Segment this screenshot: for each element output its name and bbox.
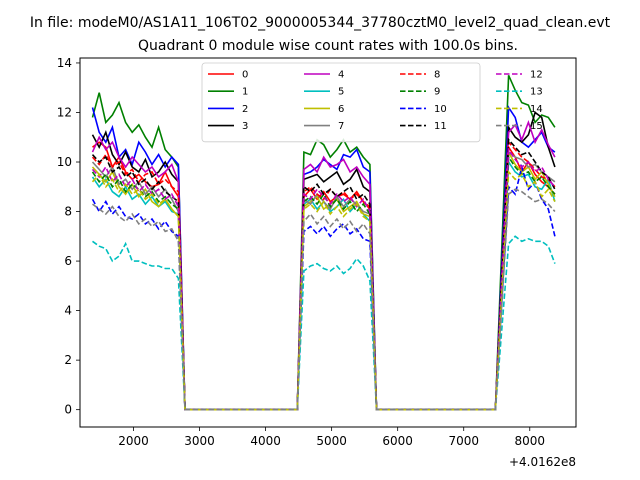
figure-suptitle: In file: modeM0/AS1A11_106T02_9000005344… bbox=[30, 15, 611, 31]
legend-label-14: 14 bbox=[530, 104, 543, 115]
legend-label-3: 3 bbox=[242, 121, 248, 132]
x-tick-label: 4000 bbox=[250, 434, 281, 448]
series-line-14 bbox=[91, 169, 556, 411]
y-tick-label: 2 bbox=[64, 353, 72, 367]
y-tick-label: 12 bbox=[57, 105, 72, 119]
series-line-1 bbox=[91, 74, 556, 411]
y-tick-label: 6 bbox=[64, 254, 72, 268]
legend-label-9: 9 bbox=[434, 87, 440, 98]
x-tick-label: 7000 bbox=[448, 434, 479, 448]
x-tick-label: 3000 bbox=[184, 434, 215, 448]
chart-title: Quadrant 0 module wise count rates with … bbox=[138, 38, 518, 54]
x-tick-label: 6000 bbox=[382, 434, 413, 448]
legend-box bbox=[201, 62, 481, 143]
series-line-11 bbox=[91, 137, 556, 411]
legend-label-2: 2 bbox=[242, 104, 248, 115]
series-layer bbox=[91, 74, 556, 411]
legend-label-8: 8 bbox=[434, 70, 440, 81]
plot-frame bbox=[79, 57, 577, 428]
legend-label-11: 11 bbox=[434, 121, 447, 132]
series-line-15 bbox=[92, 188, 556, 411]
legend-label-10: 10 bbox=[434, 104, 447, 115]
series-line-3 bbox=[91, 111, 556, 411]
legend-label-15: 15 bbox=[530, 121, 543, 132]
series-line-10 bbox=[91, 163, 556, 411]
y-tick-label: 10 bbox=[57, 155, 72, 169]
series-line-5 bbox=[91, 159, 556, 411]
x-tick-label: 2000 bbox=[118, 434, 149, 448]
legend-label-5: 5 bbox=[338, 87, 344, 98]
legend-label-6: 6 bbox=[338, 104, 344, 115]
series-line-7 bbox=[91, 150, 556, 411]
y-tick-label: 4 bbox=[64, 304, 72, 318]
legend-label-1: 1 bbox=[242, 87, 248, 98]
y-tick-label: 8 bbox=[64, 205, 72, 219]
series-line-12 bbox=[91, 147, 556, 411]
series-line-8 bbox=[91, 140, 556, 411]
y-tick-label: 0 bbox=[64, 403, 72, 417]
legend-label-13: 13 bbox=[530, 87, 543, 98]
legend-label-4: 4 bbox=[338, 70, 344, 81]
x-tick-label: 5000 bbox=[316, 434, 347, 448]
x-offset-label: +4.0162e8 bbox=[509, 455, 576, 469]
series-line-2 bbox=[91, 105, 556, 411]
x-tick-label: 8000 bbox=[514, 434, 545, 448]
series-line-4 bbox=[91, 120, 556, 411]
y-tick-label: 14 bbox=[57, 56, 72, 70]
legend-label-12: 12 bbox=[530, 70, 543, 81]
series-line-13 bbox=[92, 235, 556, 411]
series-line-9 bbox=[91, 154, 556, 411]
legend-label-0: 0 bbox=[242, 70, 248, 81]
legend-label-7: 7 bbox=[338, 121, 344, 132]
